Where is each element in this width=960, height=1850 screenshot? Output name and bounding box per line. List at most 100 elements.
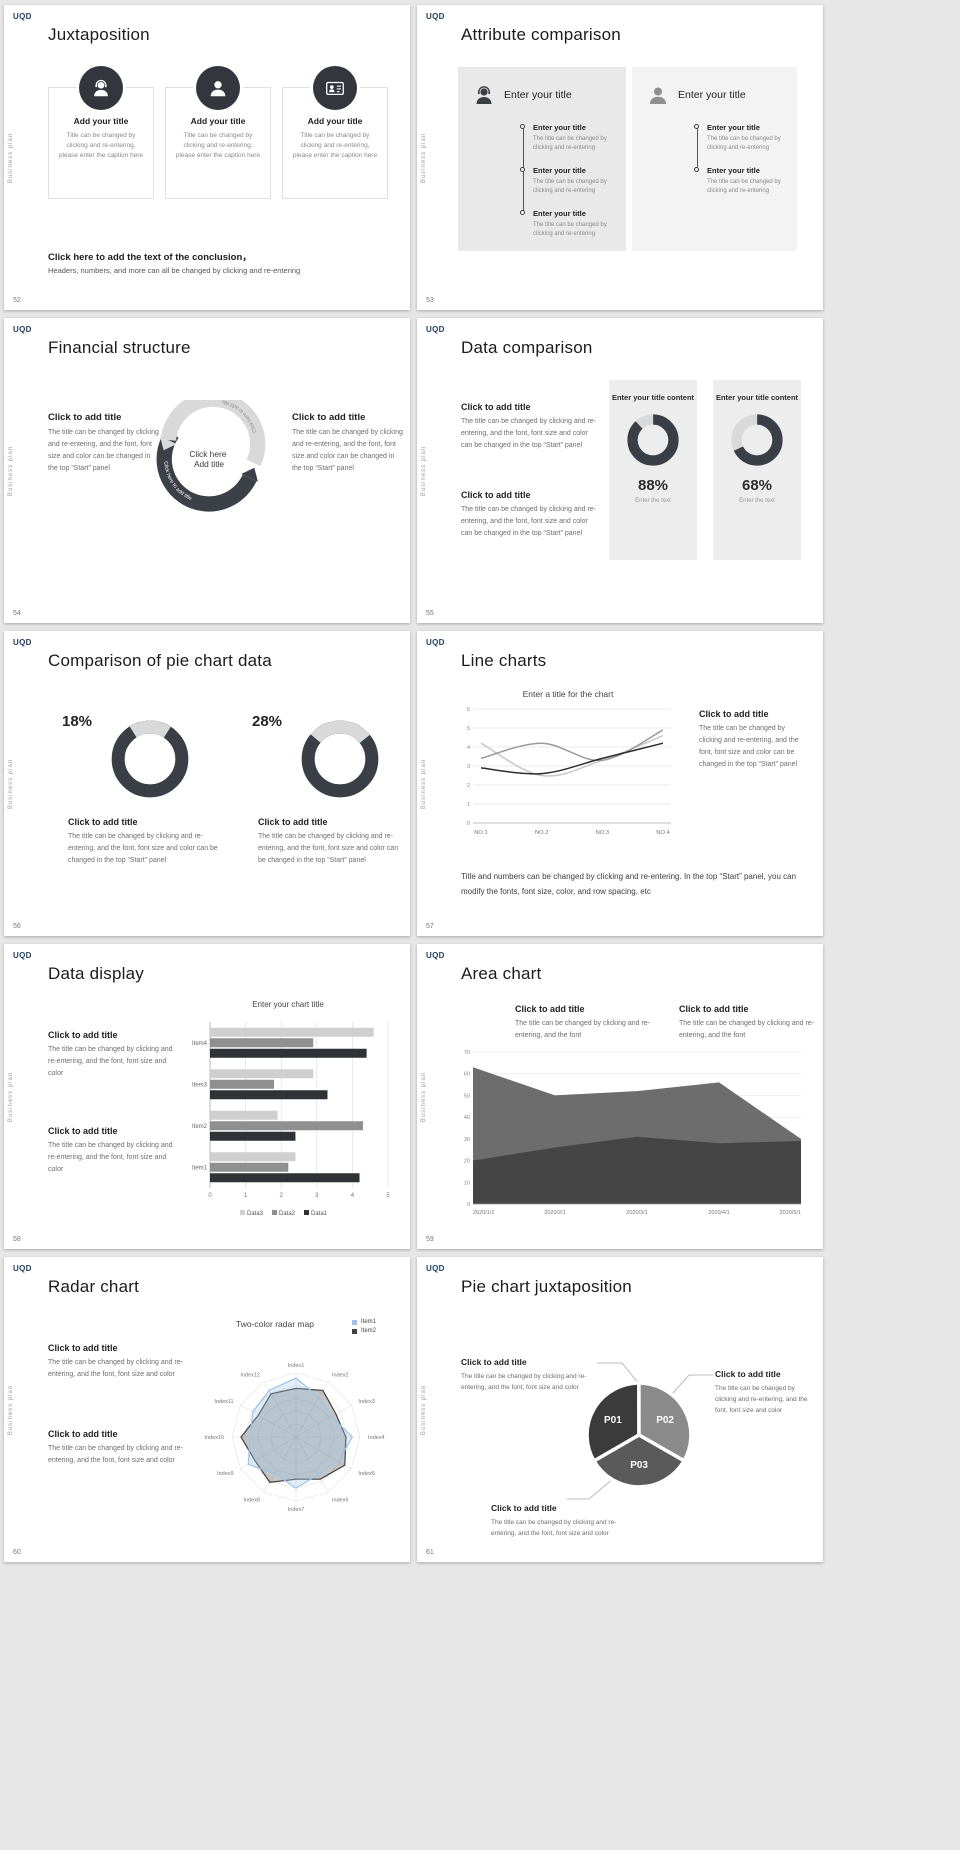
block-text: The title can be changed by clicking and… xyxy=(491,1519,617,1538)
block-heading: Click to add title xyxy=(461,490,531,500)
slide-61[interactable]: UQD Business plan Pie chart juxtapositio… xyxy=(417,1257,823,1562)
brand-logo: UQD xyxy=(426,951,445,960)
cycle-center-label: Click here Add title xyxy=(189,449,228,469)
slide-57[interactable]: UQD Business plan Line charts Enter a ti… xyxy=(417,631,823,936)
slide-60[interactable]: UQD Business plan Radar chart Click to a… xyxy=(4,1257,410,1562)
svg-text:NO.1: NO.1 xyxy=(474,830,488,836)
area-chart-svg: 0 10 20 30 40 50 60 70 2020/1/1 2020/2/1 2020/3/1 2… xyxy=(451,1046,807,1231)
support-person-icon xyxy=(79,66,123,110)
legend-label: Item2 xyxy=(361,1328,377,1334)
sidebar-vertical-label: Business plan xyxy=(421,132,427,183)
line-chart-svg: 0 1 2 3 4 5 6 NO.1 NO.2 NO.3 NO.4 xyxy=(457,701,679,854)
slide-title: Financial structure xyxy=(48,338,191,357)
legend-swatch-item1 xyxy=(352,1319,357,1325)
chart-title: Two-color radar map xyxy=(236,1319,314,1329)
percent-label: 18% xyxy=(62,713,93,730)
brand-logo: UQD xyxy=(426,325,445,334)
arrowhead-light-icon xyxy=(160,436,177,451)
slide-58[interactable]: UQD Business plan Data display Click to … xyxy=(4,944,410,1249)
svg-text:Index1: Index1 xyxy=(288,1363,305,1369)
timeline-item: Enter your title The title can be change… xyxy=(520,166,626,196)
svg-text:2020/5/1: 2020/5/1 xyxy=(780,1210,801,1216)
timeline: Enter your title The title can be change… xyxy=(694,123,797,196)
block-heading: Click to add title xyxy=(48,1429,118,1439)
stat-panel: Enter your title content 68% Enter the t… xyxy=(713,380,801,560)
slide-title: Line charts xyxy=(461,651,547,670)
donut-chart-28 xyxy=(298,717,382,801)
text-block: Click to add title The title can be chan… xyxy=(461,402,601,452)
stat-panel: Enter your title content 88% Enter the t… xyxy=(609,380,697,560)
block-text: The title can be changed by clicking and… xyxy=(48,1142,173,1173)
text-block: Click to add title The title can be chan… xyxy=(48,1343,188,1381)
svg-text:4: 4 xyxy=(351,1193,355,1199)
slide-53[interactable]: UQD Business plan Attribute comparison E… xyxy=(417,5,823,310)
percent-value: 88% xyxy=(637,477,669,495)
brand-logo: UQD xyxy=(13,325,32,334)
sidebar-vertical-label: Business plan xyxy=(421,1384,427,1435)
svg-text:Index3: Index3 xyxy=(358,1399,375,1405)
item-heading: Enter your title xyxy=(533,166,586,175)
block-text: The title can be changed by clicking and… xyxy=(461,1373,587,1392)
slide-title: Area chart xyxy=(461,964,542,983)
item-text: The title can be changed by clicking and… xyxy=(533,136,607,151)
slide-52[interactable]: UQD Business plan Juxtaposition Add your… xyxy=(4,5,410,310)
block-heading: Click to add title xyxy=(48,1343,118,1353)
sidebar-vertical-label: Business plan xyxy=(8,1071,14,1122)
slide-number: 56 xyxy=(13,923,21,930)
sidebar-vertical-label: Business plan xyxy=(8,132,14,183)
block-heading: Click to add title xyxy=(48,1030,118,1040)
block-text: The title can be changed by clicking and… xyxy=(679,1020,815,1039)
item-text: The title can be changed by clicking and… xyxy=(707,179,781,194)
panel-heading: Enter your title xyxy=(678,89,746,101)
block-heading: Click to add title xyxy=(491,1503,557,1513)
text-block-right: Click to add title The title can be chan… xyxy=(292,412,404,475)
slide-number: 54 xyxy=(13,610,21,617)
bar-chart-svg: 0 1 2 3 4 5 Item4 Item3 Item2 Item1 Data3 Data2 Data… xyxy=(182,1012,394,1231)
slide-55[interactable]: UQD Business plan Data comparison Click … xyxy=(417,318,823,623)
timeline-dot-icon xyxy=(520,210,525,215)
text-block: Click to add title The title can be chan… xyxy=(515,1004,667,1042)
radar-chart-svg: Index1 Index2 Index3 Index4 Index5 Index6 Inde… xyxy=(196,1333,396,1550)
svg-text:Index4: Index4 xyxy=(368,1435,385,1441)
brand-logo: UQD xyxy=(13,951,32,960)
slide-56[interactable]: UQD Business plan Comparison of pie char… xyxy=(4,631,410,936)
svg-text:30: 30 xyxy=(464,1137,470,1143)
chart-title: Enter your chart title xyxy=(252,1000,324,1009)
slide-title: Data display xyxy=(48,964,144,983)
svg-text:6: 6 xyxy=(467,707,470,713)
svg-text:Index11: Index11 xyxy=(214,1399,233,1405)
slide-54[interactable]: UQD Business plan Financial structure Cl… xyxy=(4,318,410,623)
block-heading: Click to add title xyxy=(258,817,328,827)
chart-title: Enter a title for the chart xyxy=(522,689,614,699)
cycle-arrows-diagram: Click here to add title Click here to ad… xyxy=(156,400,266,512)
slide-title: Juxtaposition xyxy=(48,25,150,44)
block-heading: Click to add title xyxy=(68,817,138,827)
timeline-dot-icon xyxy=(694,124,699,129)
slide-number: 55 xyxy=(426,610,434,617)
block-text: The title can be changed by clicking and… xyxy=(48,429,159,472)
text-block: Click to add title The title can be chan… xyxy=(258,817,404,867)
svg-text:4: 4 xyxy=(467,745,470,751)
comparison-panel-left: Enter your title Enter your title The ti… xyxy=(458,67,626,251)
timeline-dot-icon xyxy=(520,124,525,129)
item-heading: Enter your title xyxy=(533,209,586,218)
pie-chart-svg: P01 P02 P03 xyxy=(579,1375,699,1500)
card-row: Add your title Title can be changed by c… xyxy=(48,66,388,199)
slide-number: 58 xyxy=(13,1236,21,1243)
timeline-item: Enter your title The title can be change… xyxy=(694,166,797,196)
sidebar-vertical-label: Business plan xyxy=(8,758,14,809)
brand-logo: UQD xyxy=(13,1264,32,1273)
svg-text:2020/4/1: 2020/4/1 xyxy=(708,1210,729,1216)
svg-text:Index6: Index6 xyxy=(332,1497,349,1503)
slide-59[interactable]: UQD Business plan Area chart Click to ad… xyxy=(417,944,823,1249)
svg-text:2020/2/1: 2020/2/1 xyxy=(544,1210,565,1216)
percent-value: 68% xyxy=(741,477,773,495)
sidebar-vertical-label: Business plan xyxy=(421,1071,427,1122)
svg-text:2020/3/1: 2020/3/1 xyxy=(626,1210,647,1216)
slide-title: Radar chart xyxy=(48,1277,140,1296)
svg-text:Item3: Item3 xyxy=(192,1082,208,1088)
item-text: The title can be changed by clicking and… xyxy=(533,179,607,194)
svg-text:Index8: Index8 xyxy=(243,1497,260,1503)
id-card-person-icon xyxy=(313,66,357,110)
text-block: Click to add title The title can be chan… xyxy=(48,1030,176,1080)
